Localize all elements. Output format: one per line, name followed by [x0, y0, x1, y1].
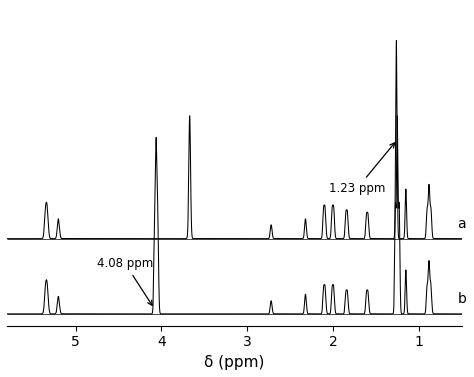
Text: 4.08 ppm: 4.08 ppm [97, 257, 154, 305]
Text: a: a [457, 217, 466, 231]
Text: 1.23 ppm: 1.23 ppm [329, 143, 395, 195]
X-axis label: δ (ppm): δ (ppm) [204, 355, 264, 370]
Text: b: b [457, 292, 466, 306]
